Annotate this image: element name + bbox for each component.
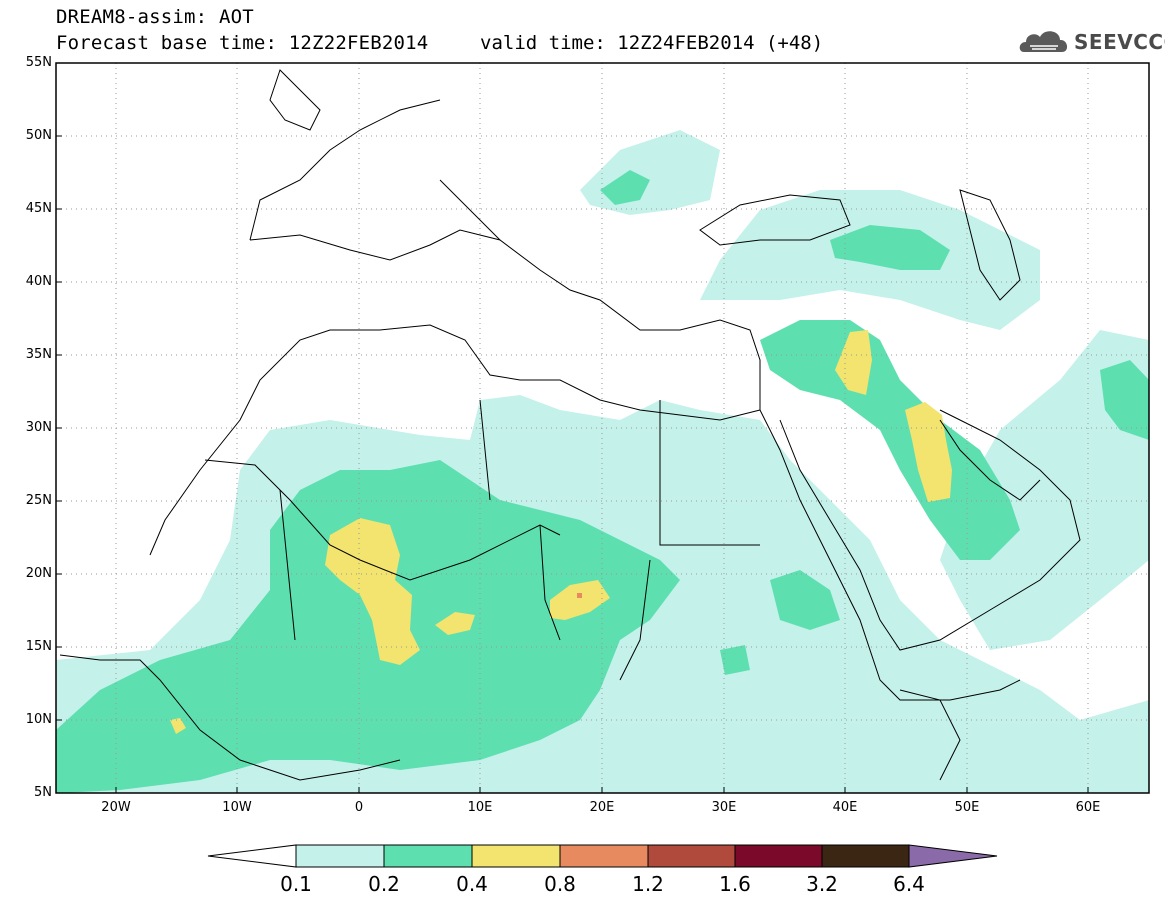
map-title: DREAM8-assim: AOT [56, 6, 254, 28]
colorbar-label: 0.8 [544, 872, 576, 896]
colorbar-label: 3.2 [806, 872, 838, 896]
graticule [56, 63, 1149, 793]
lat-label-15n: 15N [25, 639, 52, 654]
lon-label-50e: 50E [954, 800, 980, 815]
lon-label-30e: 30E [711, 800, 737, 815]
colorbar-segment [383, 844, 473, 868]
colorbar-segment [295, 844, 385, 868]
axis-ticks [56, 135, 1089, 793]
colorbar [207, 844, 998, 868]
lon-label-60e: 60E [1075, 800, 1101, 815]
colorbar-label: 0.1 [280, 872, 312, 896]
lon-label-0: 0 [354, 800, 364, 815]
logo-text: SEEVCCC [1074, 30, 1165, 54]
colorbar-label: 6.4 [893, 872, 925, 896]
valid-time: valid time: 12Z24FEB2014 (+48) [480, 32, 824, 54]
aot-level-0.2-region [56, 170, 1149, 793]
colorbar-arrow-low [207, 844, 297, 868]
colorbar-arrow-high [908, 844, 998, 868]
colorbar-segment [471, 844, 561, 868]
lat-label-45n: 45N [25, 201, 52, 216]
colorbar-segment [734, 844, 823, 868]
lat-label-55n: 55N [25, 55, 52, 70]
lat-label-20n: 20N [25, 566, 52, 581]
aot-peak-marker [577, 593, 582, 598]
lon-label-10e: 10E [467, 800, 493, 815]
lat-label-50n: 50N [25, 128, 52, 143]
lon-label-10w: 10W [222, 800, 252, 815]
colorbar-segment [559, 844, 649, 868]
coastlines [59, 69, 1081, 781]
colorbar-segment [647, 844, 736, 868]
lon-label-20e: 20E [589, 800, 615, 815]
lon-label-20w: 20W [101, 800, 131, 815]
colorbar-label: 0.4 [456, 872, 488, 896]
colorbar-label: 1.2 [632, 872, 664, 896]
lat-label-30n: 30N [25, 420, 52, 435]
colorbar-segment [821, 844, 910, 868]
lat-label-25n: 25N [25, 493, 52, 508]
lat-label-35n: 35N [25, 347, 52, 362]
forecast-base-time: Forecast base time: 12Z22FEB2014 [56, 32, 429, 54]
lat-label-40n: 40N [25, 274, 52, 289]
lon-label-40e: 40E [832, 800, 858, 815]
lat-label-5n: 5N [34, 785, 52, 800]
cloud-icon [1019, 31, 1068, 52]
colorbar-label: 1.6 [719, 872, 751, 896]
colorbar-label: 0.2 [368, 872, 400, 896]
lat-label-10n: 10N [25, 712, 52, 727]
